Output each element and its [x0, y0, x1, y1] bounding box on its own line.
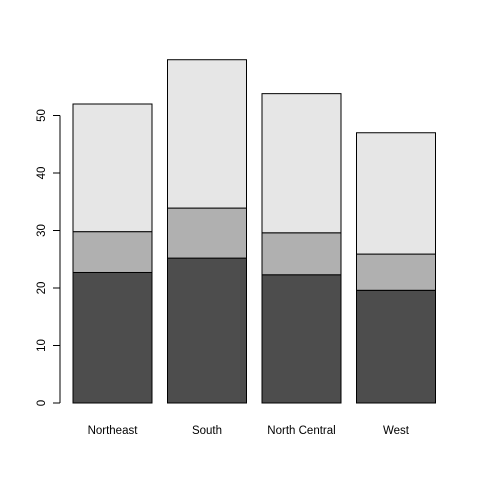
bar-1-segment-3 — [72, 103, 153, 233]
bar-1-segment-1 — [72, 271, 153, 404]
bar-4-segment-1 — [356, 289, 436, 404]
y-tick-label: 10 — [36, 339, 48, 352]
y-tick-label: 50 — [36, 109, 48, 122]
x-tick-label: West — [383, 425, 410, 437]
bar-2-segment-3 — [167, 59, 247, 209]
y-tick-label: 0 — [36, 400, 48, 406]
x-tick-label: North Central — [267, 425, 335, 437]
bar-4-segment-2 — [356, 253, 436, 291]
y-tick-label: 40 — [36, 167, 48, 180]
x-axis-labels: Northeast South North Central West — [88, 425, 410, 437]
bar-1-segment-2 — [72, 231, 153, 273]
bar-3-segment-1 — [261, 274, 342, 404]
y-tick-label: 30 — [36, 224, 48, 237]
bar-2-segment-2 — [167, 207, 247, 259]
bar-4-segment-3 — [356, 132, 436, 255]
x-tick-label: South — [192, 425, 222, 437]
bar-3-segment-3 — [261, 93, 342, 234]
bar-2-segment-1 — [167, 257, 247, 404]
y-tick-label: 20 — [36, 282, 48, 295]
x-tick-label: Northeast — [88, 425, 139, 437]
bars-layer — [72, 59, 436, 404]
y-axis: 0 10 20 30 40 50 — [36, 109, 61, 406]
bar-3-segment-2 — [261, 232, 342, 276]
